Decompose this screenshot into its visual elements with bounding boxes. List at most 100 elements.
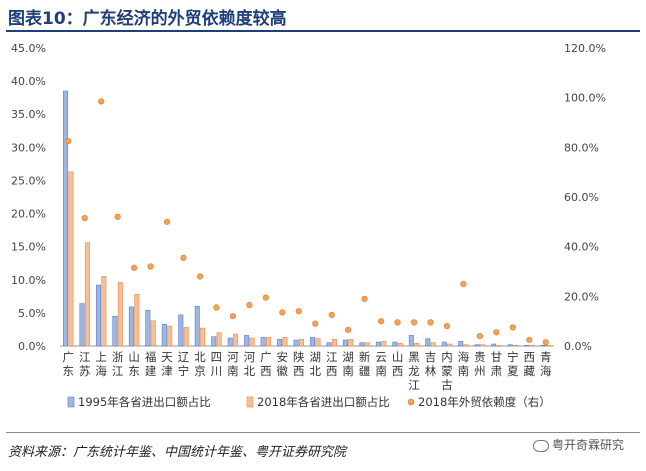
legend-label: 1995年各省进出口额占比 [78, 395, 211, 409]
bar-1995 [524, 345, 530, 347]
dependency-points [65, 98, 549, 346]
bar-1995 [112, 315, 118, 347]
y-left-tick-label: 15.0% [11, 241, 46, 254]
dependency-point [279, 309, 286, 316]
y-left-tick-label: 5.0% [18, 307, 46, 320]
bar-1995 [293, 339, 299, 347]
dependency-point [378, 318, 385, 325]
x-tick-label: 安徽 [277, 350, 289, 378]
bar-1995 [540, 345, 546, 347]
bar-1995 [408, 335, 414, 347]
bar-2018 [200, 327, 206, 347]
x-tick-label: 北京 [194, 350, 206, 378]
dependency-point [443, 323, 451, 330]
bar-1995 [359, 342, 365, 347]
x-tick-label: 甘肃 [491, 350, 503, 378]
bar-2018 [249, 337, 255, 347]
dependency-point [361, 295, 368, 302]
bars [63, 90, 551, 347]
y-left-tick-label: 20.0% [11, 208, 46, 221]
bar-1995 [227, 337, 233, 347]
bar-2018 [150, 320, 156, 347]
dependency-point [98, 98, 105, 105]
bar-1995 [441, 341, 447, 347]
legend-label: 2018年各省进出口额占比 [257, 395, 390, 409]
bar-2018 [266, 337, 272, 347]
x-tick-label: 河南 [227, 350, 239, 378]
dependency-point [196, 273, 204, 280]
bar-1995 [79, 303, 85, 347]
bar-2018 [68, 171, 74, 347]
bar-2018 [282, 337, 288, 347]
x-tick-label: 陕西 [293, 350, 305, 378]
bar-2018 [364, 342, 370, 347]
wechat-icon [532, 439, 549, 452]
legend-swatch [407, 398, 415, 406]
bar-2018 [101, 276, 107, 347]
dependency-point [312, 320, 319, 327]
y-left-tick-label: 0.0% [18, 340, 46, 353]
bar-2018 [496, 345, 502, 347]
bar-1995 [310, 337, 316, 347]
x-tick-label: 天津 [161, 350, 173, 378]
x-tick-label: 吉林 [425, 350, 437, 378]
bar-2018 [117, 282, 123, 347]
bar-1995 [211, 336, 217, 347]
bar-1995 [63, 90, 69, 347]
dependency-point [180, 254, 187, 261]
bar-1995 [375, 341, 381, 347]
y-right-tick-label: 120.0% [564, 42, 606, 55]
dependency-point [163, 218, 171, 225]
watermark: 粤开奇霖研究 [532, 436, 624, 453]
bar-2018 [331, 339, 337, 347]
x-tick-label: 海南 [458, 350, 470, 378]
bar-2018 [348, 339, 354, 347]
bar-2018 [529, 345, 535, 347]
bar-2018 [397, 343, 403, 347]
y-left-tick-label: 45.0% [11, 42, 46, 55]
bar-2018 [447, 343, 453, 347]
dependency-point [246, 301, 253, 309]
bar-2018 [216, 332, 222, 347]
bar-2018 [298, 339, 304, 347]
bar-2018 [463, 344, 469, 347]
x-tick-label: 四川 [211, 350, 223, 378]
y-right-tick-label: 0.0% [564, 340, 592, 353]
x-tick-label: 青海 [540, 350, 552, 378]
x-tick-label: 贵州 [474, 350, 486, 378]
y-left-tick-label: 35.0% [11, 108, 46, 121]
x-tick-label: 宁夏 [507, 350, 519, 378]
x-tick-label: 福建 [145, 350, 157, 378]
x-tick-label: 山西 [392, 350, 404, 378]
y-right-tick-label: 80.0% [564, 141, 599, 154]
dependency-point [65, 138, 72, 145]
dependency-point [229, 313, 236, 320]
dependency-point [394, 319, 401, 326]
bar-1995 [178, 314, 184, 347]
y-right-tick-label: 100.0% [564, 92, 606, 105]
legend-swatch [246, 396, 254, 408]
bar-1995 [260, 337, 266, 347]
bar-1995 [145, 309, 151, 347]
dependency-point [81, 215, 88, 222]
bar-2018 [381, 341, 387, 347]
source-note: 资料来源：广东统计年鉴、中国统计年鉴、粤开证券研究院 [8, 445, 347, 460]
dependency-point [509, 324, 516, 331]
x-tick-label: 山东 [128, 350, 140, 378]
bar-2018 [480, 344, 486, 347]
bar-1995 [425, 338, 431, 347]
legend-swatch [67, 396, 75, 408]
y-right-tick-label: 60.0% [564, 191, 599, 204]
bar-2018 [513, 345, 519, 347]
bar-2018 [167, 325, 173, 347]
dependency-point [427, 319, 434, 326]
dependency-point [542, 339, 549, 346]
x-tick-label: 云南 [375, 350, 387, 378]
bar-1995 [342, 339, 348, 347]
source-divider [6, 432, 640, 433]
bar-1995 [491, 343, 497, 347]
bar-1995 [244, 335, 250, 347]
dependency-point [295, 308, 302, 315]
bar-1995 [507, 344, 513, 347]
x-tick-label: 辽宁 [178, 350, 190, 378]
